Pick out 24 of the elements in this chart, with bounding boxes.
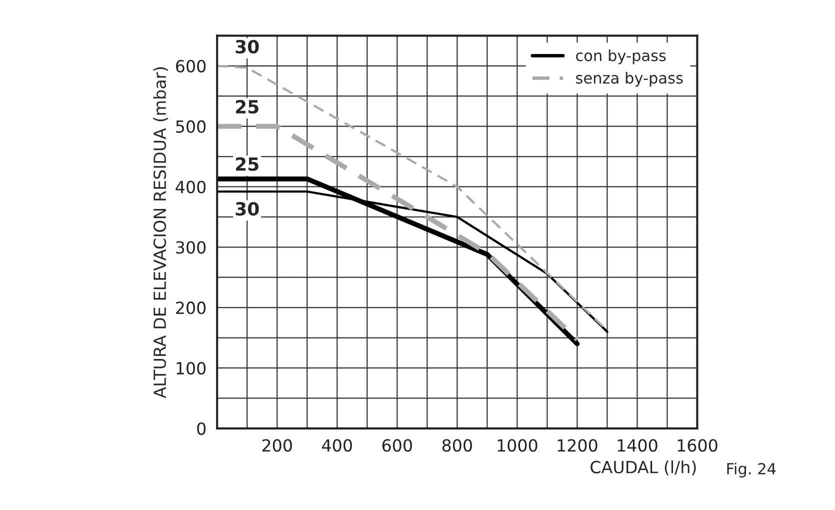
y-tick-label: 600 [176,60,206,72]
legend-label: con by-pass [576,49,666,64]
x-tick-label: 1400 [618,439,658,452]
y-tick-label: 300 [176,241,206,254]
x-tick-label: 200 [262,439,292,452]
annotation: 25 [236,157,258,171]
y-axis-title: ALTURA DE ELEVACION RESIDUA (mbar) [153,67,168,398]
y-tick-label: 400 [176,180,206,194]
annotation: 30 [236,40,259,54]
x-tick-label: 1600 [678,439,718,452]
y-tick-label: 200 [176,302,206,314]
x-tick-label: 400 [322,439,352,452]
y-tick-label: 500 [176,120,206,133]
x-axis-title: CAUDAL (l/h) [590,460,696,476]
legend-label: senza by-pass [576,72,683,87]
y-tick-label: 100 [176,362,206,375]
caption: Fig. 24 [727,462,776,478]
x-tick-label: 600 [382,439,412,452]
x-tick-label: 1200 [558,439,598,452]
annotation: 25 [236,100,258,114]
annotation: 30 [236,202,259,216]
x-tick-label: 800 [442,439,472,452]
x-tick-label: 1000 [498,439,538,452]
y-tick-label: 0 [197,422,206,435]
